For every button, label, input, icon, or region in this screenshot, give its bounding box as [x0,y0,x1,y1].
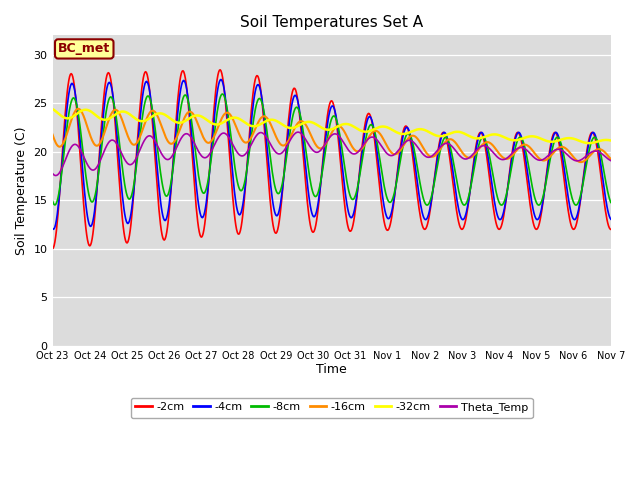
-16cm [417,141,424,146]
-16cm [49,132,56,137]
Theta_Temp [60,162,67,168]
-4cm [60,145,67,151]
-4cm [117,177,125,183]
Theta_Temp [52,173,60,179]
-2cm [607,227,614,232]
-2cm [173,108,180,114]
-8cm [202,186,210,192]
-32cm [173,120,180,125]
Y-axis label: Soil Temperature (C): Soil Temperature (C) [15,126,28,255]
Line: -8cm: -8cm [52,94,611,205]
-8cm [401,138,408,144]
Theta_Temp [117,149,125,155]
Theta_Temp [204,154,211,160]
Line: -2cm: -2cm [52,70,611,249]
-16cm [401,141,408,147]
-32cm [202,117,210,122]
-16cm [74,106,82,112]
-16cm [607,156,614,162]
Legend: -2cm, -4cm, -8cm, -16cm, -32cm, Theta_Temp: -2cm, -4cm, -8cm, -16cm, -32cm, Theta_Te… [131,398,532,418]
Theta_Temp [417,149,425,155]
-4cm [401,126,409,132]
Line: -4cm: -4cm [52,80,611,229]
Title: Soil Temperatures Set A: Soil Temperatures Set A [240,15,423,30]
Line: -16cm: -16cm [52,109,611,162]
-2cm [417,215,424,221]
-4cm [417,206,425,212]
-8cm [49,198,56,204]
-8cm [607,200,614,205]
-2cm [401,125,408,131]
-4cm [49,226,56,231]
-8cm [116,146,124,152]
Theta_Temp [607,158,614,164]
Line: Theta_Temp: Theta_Temp [52,132,611,176]
-32cm [49,106,56,112]
-8cm [417,183,424,189]
X-axis label: Time: Time [316,363,347,376]
-32cm [59,114,67,120]
-4cm [173,112,181,118]
-32cm [416,126,424,132]
-32cm [116,109,124,115]
Theta_Temp [49,170,56,176]
-2cm [116,189,124,195]
-32cm [607,138,614,144]
-2cm [202,207,210,213]
-4cm [607,216,614,222]
-32cm [585,140,593,146]
-32cm [399,131,407,137]
-8cm [219,91,227,97]
-8cm [572,202,580,208]
-16cm [204,140,211,145]
-4cm [49,227,57,232]
-8cm [59,162,67,168]
Text: BC_met: BC_met [58,42,110,55]
-8cm [173,135,180,141]
-4cm [217,77,225,83]
-16cm [59,142,67,147]
Line: -32cm: -32cm [52,109,611,143]
-16cm [577,159,585,165]
-16cm [173,132,181,138]
-2cm [49,246,56,252]
Theta_Temp [294,129,301,135]
-2cm [216,67,224,72]
Theta_Temp [173,143,181,148]
Theta_Temp [401,139,409,145]
-16cm [117,114,125,120]
-4cm [204,193,211,199]
-2cm [59,146,67,152]
